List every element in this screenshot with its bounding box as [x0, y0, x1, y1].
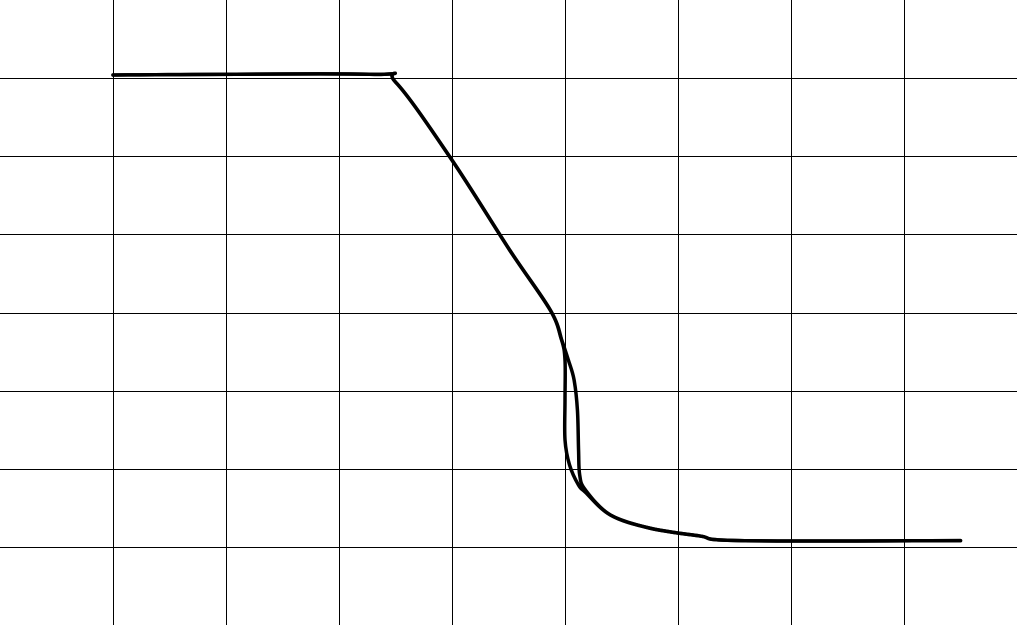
- series-line-2: [111, 71, 963, 543]
- series-line-1: [111, 71, 963, 543]
- series-lines: [111, 71, 963, 543]
